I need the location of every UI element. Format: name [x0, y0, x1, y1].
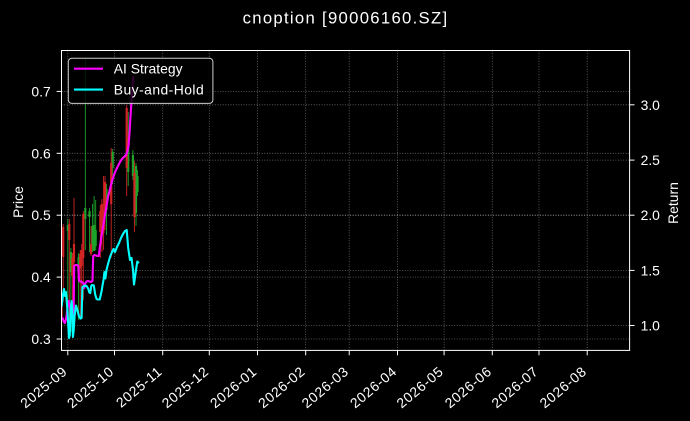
svg-text:Price: Price	[10, 186, 26, 218]
svg-text:Buy-and-Hold: Buy-and-Hold	[114, 81, 204, 97]
svg-text:AI Strategy: AI Strategy	[114, 61, 183, 77]
svg-text:Return: Return	[665, 182, 681, 224]
svg-text:3.0: 3.0	[641, 97, 661, 113]
svg-text:0.4: 0.4	[31, 269, 51, 285]
svg-text:1.5: 1.5	[641, 262, 661, 278]
svg-text:0.3: 0.3	[31, 331, 51, 347]
svg-text:2.0: 2.0	[641, 207, 661, 223]
svg-text:2.5: 2.5	[641, 152, 661, 168]
svg-text:cnoption [90006160.SZ]: cnoption [90006160.SZ]	[243, 9, 449, 28]
svg-text:0.5: 0.5	[31, 207, 51, 223]
svg-text:0.6: 0.6	[31, 145, 51, 161]
svg-text:1.0: 1.0	[641, 318, 661, 334]
svg-text:0.7: 0.7	[31, 83, 51, 99]
